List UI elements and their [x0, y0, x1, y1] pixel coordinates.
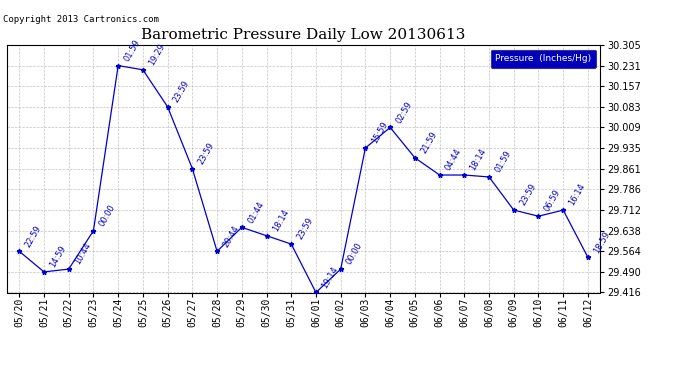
Text: 22:59: 22:59: [23, 224, 43, 249]
Text: 02:59: 02:59: [394, 99, 414, 124]
Text: 01:44: 01:44: [246, 200, 266, 225]
Legend: Pressure  (Inches/Hg): Pressure (Inches/Hg): [491, 50, 595, 68]
Text: 16:14: 16:14: [567, 182, 587, 207]
Text: 10:44: 10:44: [73, 241, 92, 266]
Text: 19:29: 19:29: [147, 42, 167, 67]
Text: 23:59: 23:59: [172, 79, 192, 104]
Text: 01:59: 01:59: [122, 38, 142, 63]
Text: 04:44: 04:44: [444, 147, 464, 172]
Title: Barometric Pressure Daily Low 20130613: Barometric Pressure Daily Low 20130613: [141, 28, 466, 42]
Text: 18:59: 18:59: [592, 230, 612, 255]
Text: 20:44: 20:44: [221, 224, 241, 249]
Text: 18:14: 18:14: [270, 208, 290, 233]
Text: 23:59: 23:59: [197, 141, 216, 166]
Text: 00:00: 00:00: [345, 241, 364, 266]
Text: 23:59: 23:59: [295, 216, 315, 241]
Text: 23:59: 23:59: [518, 182, 538, 207]
Text: 14:59: 14:59: [48, 244, 68, 269]
Text: 18:14: 18:14: [469, 147, 489, 172]
Text: 19:14: 19:14: [320, 265, 339, 290]
Text: Copyright 2013 Cartronics.com: Copyright 2013 Cartronics.com: [3, 15, 159, 24]
Text: 06:59: 06:59: [542, 188, 562, 213]
Text: 01:59: 01:59: [493, 149, 513, 174]
Text: 00:00: 00:00: [97, 203, 117, 228]
Text: 21:59: 21:59: [419, 130, 439, 155]
Text: 15:59: 15:59: [370, 120, 389, 145]
